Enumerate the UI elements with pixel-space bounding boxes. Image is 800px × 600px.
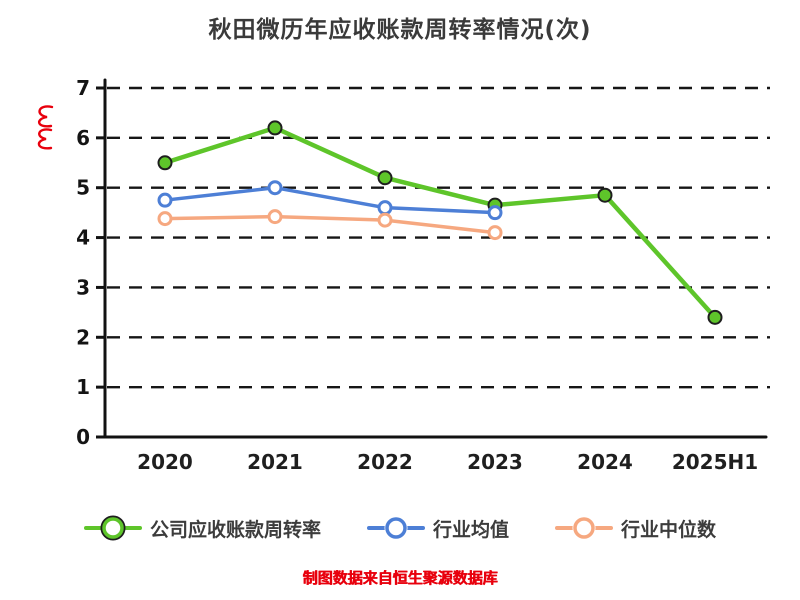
data-point: [487, 205, 503, 221]
chart-title: 秋田微历年应收账款周转率情况(次): [208, 17, 592, 43]
legend-marker-company: [83, 515, 142, 541]
x-tick-label: 2021: [247, 450, 303, 474]
y-tick-label: 4: [76, 226, 90, 250]
data-point: [597, 187, 613, 203]
series-line-2: [163, 214, 497, 235]
legend-item-industry-mean: 行业均值: [366, 514, 509, 542]
y-tick-label: 6: [76, 126, 90, 150]
data-point: [157, 155, 173, 171]
data-point: [487, 225, 503, 241]
data-source-caption: 制图数据来自恒生聚源数据库: [302, 569, 498, 587]
y-tick-label: 0: [76, 425, 90, 449]
series-line-0: [162, 125, 718, 320]
red-squiggle-mark: [37, 105, 54, 150]
x-tick-label: 2022: [357, 450, 413, 474]
data-point: [377, 170, 393, 186]
data-point: [377, 212, 393, 228]
data-point: [157, 211, 173, 227]
legend-label-company: 公司应收账款周转率: [149, 518, 321, 541]
x-tick-label: 2025H1: [672, 450, 758, 474]
y-tick-label: 5: [76, 176, 90, 200]
chart-legend: 公司应收账款周转率 行业均值 行业中位数: [0, 514, 800, 542]
data-point: [267, 120, 283, 136]
y-tick-label: 7: [76, 76, 90, 100]
data-point: [267, 180, 283, 196]
line-chart-plot: 0 1 2 3 4 5 6 7 2020 2021 2022 2023 2024 2025H1: [76, 76, 770, 474]
data-point: [157, 192, 173, 208]
data-point: [707, 309, 723, 325]
legend-marker-industry-mean: [366, 516, 425, 540]
series-line-1: [163, 185, 497, 215]
x-tick-label: 2020: [137, 450, 193, 474]
legend-marker-industry-median: [555, 516, 613, 540]
legend-label-industry-median: 行业中位数: [621, 518, 717, 541]
data-point: [377, 200, 393, 216]
legend-label-industry-mean: 行业均值: [432, 518, 509, 541]
x-tick-label: 2023: [467, 450, 523, 474]
data-point: [267, 209, 283, 225]
legend-item-company: 公司应收账款周转率: [83, 514, 321, 542]
x-tick-label: 2024: [577, 450, 633, 474]
y-tick-label: 3: [76, 275, 90, 299]
y-tick-label: 1: [76, 375, 90, 399]
legend-item-industry-median: 行业中位数: [555, 514, 716, 542]
y-tick-label: 2: [76, 325, 90, 349]
